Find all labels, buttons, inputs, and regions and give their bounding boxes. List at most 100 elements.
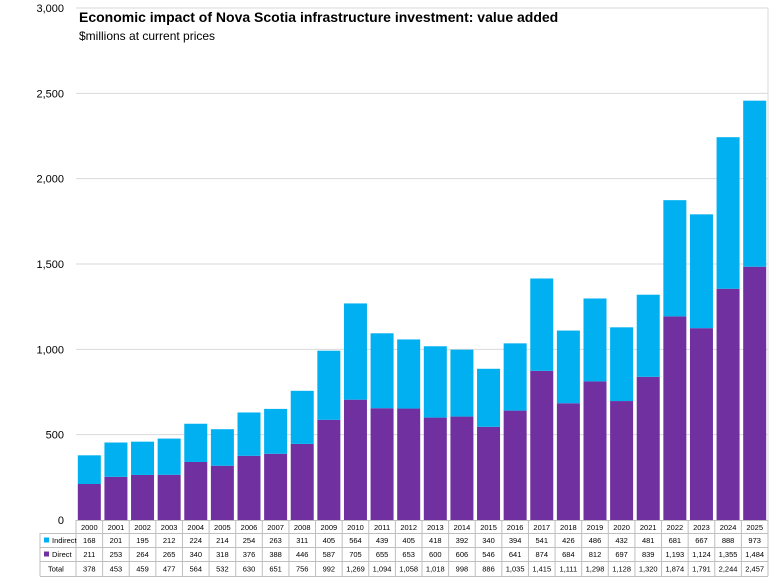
bar-direct-2013 [423,417,447,520]
y-tick-label: 0 [58,515,64,527]
table-cell-total: 1,415 [532,565,551,574]
table-cell-direct: 839 [642,550,655,559]
table-row-label-total: Total [48,565,64,574]
table-cell-indirect: 201 [110,536,123,545]
table-cell-indirect: 394 [509,536,522,545]
table-cell-total: 1,298 [586,565,605,574]
bar-indirect-2017 [530,278,554,371]
bar-indirect-2001 [104,442,128,477]
x-tick-label: 2017 [533,523,550,532]
bar-direct-2018 [556,403,580,520]
table-cell-direct: 655 [376,550,389,559]
bar-indirect-2014 [450,349,474,417]
bar-direct-2019 [583,381,607,520]
table-cell-total: 1,269 [346,565,365,574]
x-tick-label: 2000 [81,523,98,532]
chart-title: Economic impact of Nova Scotia infrastru… [79,9,559,25]
bar-direct-2003 [157,474,181,520]
bar-indirect-2019 [583,298,607,382]
y-tick-label: 1,000 [36,344,64,356]
table-cell-indirect: 486 [589,536,602,545]
table-cell-direct: 587 [323,550,336,559]
x-tick-label: 2021 [640,523,657,532]
table-cell-total: 453 [110,565,123,574]
table-cell-indirect: 212 [163,536,176,545]
x-tick-label: 2004 [187,523,204,532]
bar-indirect-2024 [716,137,740,289]
bar-direct-2009 [317,419,341,520]
bar-indirect-2006 [237,412,261,456]
table-cell-indirect: 973 [748,536,761,545]
x-tick-label: 2023 [693,523,710,532]
table-cell-indirect: 405 [402,536,415,545]
x-tick-label: 2015 [480,523,497,532]
legend-key-direct [44,551,49,557]
table-cell-total: 2,457 [745,565,764,574]
table-cell-indirect: 432 [615,536,628,545]
table-cell-total: 998 [456,565,469,574]
x-tick-label: 2010 [347,523,364,532]
table-cell-direct: 264 [136,550,149,559]
table-cell-indirect: 481 [642,536,655,545]
table-cell-total: 756 [296,565,309,574]
bar-direct-2000 [77,483,101,520]
bar-direct-2002 [131,474,155,520]
x-tick-label: 2009 [321,523,338,532]
bar-direct-2015 [477,426,501,520]
bar-indirect-2003 [157,438,181,475]
bar-indirect-2000 [77,455,101,484]
x-tick-label: 2013 [427,523,444,532]
bar-indirect-2015 [477,368,501,427]
table-cell-direct: 1,193 [665,550,684,559]
bar-indirect-2005 [210,429,234,466]
y-tick-label: 500 [46,430,64,442]
bar-indirect-2018 [556,330,580,404]
table-cell-total: 1,320 [639,565,658,574]
table-cell-direct: 684 [562,550,575,559]
bar-direct-2011 [370,408,394,520]
table-cell-total: 886 [482,565,495,574]
y-tick-label: 3,000 [36,3,64,15]
table-cell-total: 1,791 [692,565,711,574]
bar-direct-2007 [264,453,288,520]
x-tick-label: 2002 [134,523,151,532]
bar-indirect-2025 [743,100,767,267]
table-cell-direct: 340 [190,550,203,559]
table-cell-indirect: 439 [376,536,389,545]
bar-direct-2010 [343,399,367,520]
x-tick-label: 2019 [587,523,604,532]
table-cell-direct: 606 [456,550,469,559]
x-tick-label: 2003 [161,523,178,532]
table-cell-total: 1,111 [560,565,578,574]
table-cell-indirect: 405 [323,536,336,545]
x-tick-label: 2005 [214,523,231,532]
bar-direct-2006 [237,455,261,520]
table-cell-indirect: 168 [83,536,96,545]
x-tick-label: 2012 [400,523,417,532]
x-tick-label: 2014 [454,523,471,532]
table-cell-total: 651 [269,565,282,574]
table-cell-direct: 546 [482,550,495,559]
table-cell-direct: 253 [110,550,123,559]
table-cell-direct: 1,124 [692,550,711,559]
x-tick-label: 2008 [294,523,311,532]
bar-direct-2014 [450,416,474,520]
table-cell-direct: 318 [216,550,229,559]
chart-subtitle: $millions at current prices [79,29,216,43]
x-tick-label: 2025 [746,523,763,532]
x-tick-label: 2024 [720,523,737,532]
table-cell-indirect: 392 [456,536,469,545]
table-cell-total: 2,244 [719,565,738,574]
table-cell-indirect: 681 [669,536,682,545]
bar-indirect-2009 [317,350,341,420]
bar-direct-2022 [663,316,687,520]
x-tick-label: 2020 [613,523,630,532]
x-tick-label: 2001 [108,523,125,532]
table-cell-indirect: 263 [269,536,282,545]
table-cell-indirect: 541 [536,536,549,545]
table-cell-direct: 1,484 [745,550,764,559]
bar-direct-2016 [503,410,527,520]
bar-indirect-2020 [610,327,634,402]
bar-indirect-2012 [397,339,421,409]
bar-direct-2021 [636,376,660,520]
